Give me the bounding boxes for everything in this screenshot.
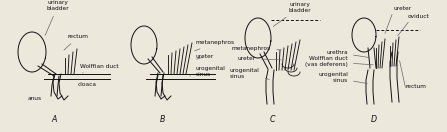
Text: urogenital
sinus: urogenital sinus [230, 68, 269, 79]
Text: B: B [159, 115, 164, 124]
Text: Wolffian duct: Wolffian duct [80, 64, 118, 73]
Text: rectum: rectum [64, 34, 89, 50]
Text: C: C [269, 115, 275, 124]
Text: ureter: ureter [196, 54, 214, 59]
Text: A: A [51, 115, 57, 124]
Text: urogenital
sinus: urogenital sinus [318, 72, 367, 84]
Text: metanephros: metanephros [232, 46, 281, 51]
Text: urethra: urethra [326, 50, 369, 58]
Text: D: D [371, 115, 377, 124]
Text: Wolffian duct
(vas deferens): Wolffian duct (vas deferens) [305, 56, 373, 67]
Text: urinary
bladder: urinary bladder [273, 2, 311, 26]
Text: rectum: rectum [406, 84, 427, 89]
Text: cloaca: cloaca [78, 79, 97, 87]
Text: urogenital
sinus: urogenital sinus [190, 66, 226, 77]
Text: ureter: ureter [393, 6, 411, 11]
Text: anus: anus [28, 96, 42, 101]
Text: urinary
bladder: urinary bladder [45, 0, 69, 36]
Text: metanephros: metanephros [194, 40, 235, 51]
Text: oviduct: oviduct [408, 14, 430, 19]
Text: ureter: ureter [238, 56, 281, 61]
